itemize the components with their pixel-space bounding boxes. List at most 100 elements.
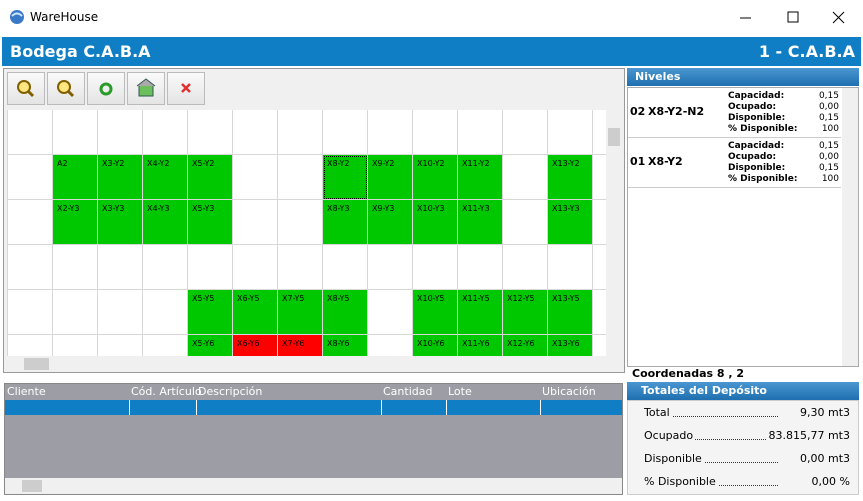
zoom-out-button[interactable] bbox=[47, 72, 85, 105]
location-cell[interactable]: X13-Y6 bbox=[548, 335, 593, 356]
empty-cell[interactable] bbox=[53, 290, 98, 335]
empty-cell[interactable] bbox=[548, 110, 593, 155]
empty-cell[interactable] bbox=[143, 290, 188, 335]
refresh-button[interactable] bbox=[87, 72, 125, 105]
levels-scrollbar[interactable] bbox=[842, 88, 858, 366]
empty-cell[interactable] bbox=[278, 245, 323, 290]
location-cell[interactable]: X6-Y5 bbox=[233, 290, 278, 335]
empty-cell[interactable] bbox=[593, 290, 606, 335]
table-scrollbar[interactable] bbox=[5, 478, 622, 494]
level-item[interactable]: 01 X8-Y2 Capacidad: 0,15 Ocupado: 0,00 Disponi… bbox=[628, 138, 841, 188]
location-cell[interactable]: X5-Y3 bbox=[188, 200, 233, 245]
empty-cell[interactable] bbox=[593, 155, 606, 200]
location-cell[interactable]: X10-Y3 bbox=[413, 200, 458, 245]
empty-cell[interactable] bbox=[233, 245, 278, 290]
empty-cell[interactable] bbox=[503, 245, 548, 290]
location-cell[interactable]: X5-Y5 bbox=[188, 290, 233, 335]
empty-cell[interactable] bbox=[368, 290, 413, 335]
location-cell[interactable]: X4-Y2 bbox=[143, 155, 188, 200]
empty-cell[interactable] bbox=[98, 335, 143, 356]
empty-cell[interactable] bbox=[278, 200, 323, 245]
location-cell[interactable]: X13-Y2 bbox=[548, 155, 593, 200]
empty-cell[interactable] bbox=[188, 245, 233, 290]
empty-cell[interactable] bbox=[323, 110, 368, 155]
empty-cell[interactable] bbox=[593, 245, 606, 290]
location-cell[interactable]: X12-Y5 bbox=[503, 290, 548, 335]
location-cell[interactable]: X10-Y6 bbox=[413, 335, 458, 356]
empty-cell[interactable] bbox=[503, 110, 548, 155]
column-header[interactable]: Descripción bbox=[198, 385, 263, 398]
empty-cell[interactable] bbox=[143, 110, 188, 155]
empty-cell[interactable] bbox=[98, 290, 143, 335]
location-cell[interactable]: X11-Y3 bbox=[458, 200, 503, 245]
empty-cell[interactable] bbox=[593, 200, 606, 245]
empty-cell[interactable] bbox=[8, 335, 53, 356]
close-button[interactable] bbox=[167, 72, 205, 105]
empty-cell[interactable] bbox=[143, 335, 188, 356]
vertical-scrollbar[interactable] bbox=[606, 110, 622, 356]
location-cell[interactable]: A2 bbox=[53, 155, 98, 200]
empty-cell[interactable] bbox=[548, 245, 593, 290]
location-cell[interactable]: X8-Y2 bbox=[323, 155, 368, 200]
location-cell[interactable]: X10-Y2 bbox=[413, 155, 458, 200]
location-cell[interactable]: X10-Y5 bbox=[413, 290, 458, 335]
empty-cell[interactable] bbox=[593, 335, 606, 356]
empty-cell[interactable] bbox=[368, 110, 413, 155]
window-controls[interactable] bbox=[730, 0, 863, 35]
location-cell[interactable]: X12-Y6 bbox=[503, 335, 548, 356]
empty-cell[interactable] bbox=[458, 245, 503, 290]
location-cell[interactable]: X7-Y5 bbox=[278, 290, 323, 335]
location-cell[interactable]: X7-Y6 bbox=[278, 335, 323, 356]
location-cell[interactable]: X5-Y2 bbox=[188, 155, 233, 200]
empty-cell[interactable] bbox=[368, 335, 413, 356]
empty-cell[interactable] bbox=[233, 155, 278, 200]
empty-cell[interactable] bbox=[188, 110, 233, 155]
empty-cell[interactable] bbox=[53, 245, 98, 290]
location-cell[interactable]: X11-Y6 bbox=[458, 335, 503, 356]
empty-cell[interactable] bbox=[53, 335, 98, 356]
location-cell[interactable]: X2-Y3 bbox=[53, 200, 98, 245]
empty-cell[interactable] bbox=[98, 245, 143, 290]
empty-cell[interactable] bbox=[503, 155, 548, 200]
empty-cell[interactable] bbox=[368, 245, 413, 290]
location-cell[interactable]: X8-Y3 bbox=[323, 200, 368, 245]
empty-cell[interactable] bbox=[8, 245, 53, 290]
level-item[interactable]: 02 X8-Y2-N2 Capacidad: 0,15 Ocupado: 0,00 Disp… bbox=[628, 88, 841, 138]
empty-cell[interactable] bbox=[458, 110, 503, 155]
empty-cell[interactable] bbox=[53, 110, 98, 155]
selected-row[interactable] bbox=[5, 400, 622, 415]
horizontal-scrollbar[interactable] bbox=[7, 356, 606, 372]
zoom-in-button[interactable] bbox=[7, 72, 45, 105]
empty-cell[interactable] bbox=[323, 245, 368, 290]
empty-cell[interactable] bbox=[98, 110, 143, 155]
empty-cell[interactable] bbox=[233, 200, 278, 245]
empty-cell[interactable] bbox=[413, 245, 458, 290]
home-button[interactable] bbox=[127, 72, 165, 105]
column-header[interactable]: Cantidad bbox=[383, 385, 433, 398]
column-header[interactable]: Cliente bbox=[7, 385, 46, 398]
location-cell[interactable]: X4-Y3 bbox=[143, 200, 188, 245]
empty-cell[interactable] bbox=[233, 110, 278, 155]
empty-cell[interactable] bbox=[593, 110, 606, 155]
empty-cell[interactable] bbox=[8, 155, 53, 200]
empty-cell[interactable] bbox=[413, 110, 458, 155]
location-cell[interactable]: X13-Y3 bbox=[548, 200, 593, 245]
empty-cell[interactable] bbox=[8, 290, 53, 335]
empty-cell[interactable] bbox=[143, 245, 188, 290]
empty-cell[interactable] bbox=[503, 200, 548, 245]
location-cell[interactable]: X11-Y2 bbox=[458, 155, 503, 200]
column-header[interactable]: Lote bbox=[448, 385, 472, 398]
column-header[interactable]: Cód. Artículo bbox=[131, 385, 202, 398]
location-cell[interactable]: X3-Y3 bbox=[98, 200, 143, 245]
location-cell[interactable]: X8-Y5 bbox=[323, 290, 368, 335]
location-cell[interactable]: X6-Y6 bbox=[233, 335, 278, 356]
empty-cell[interactable] bbox=[278, 155, 323, 200]
column-header[interactable]: Ubicación bbox=[542, 385, 596, 398]
location-cell[interactable]: X11-Y5 bbox=[458, 290, 503, 335]
location-cell[interactable]: X9-Y3 bbox=[368, 200, 413, 245]
location-cell[interactable]: X3-Y2 bbox=[98, 155, 143, 200]
empty-cell[interactable] bbox=[8, 200, 53, 245]
location-cell[interactable]: X9-Y2 bbox=[368, 155, 413, 200]
empty-cell[interactable] bbox=[8, 110, 53, 155]
location-cell[interactable]: X13-Y5 bbox=[548, 290, 593, 335]
